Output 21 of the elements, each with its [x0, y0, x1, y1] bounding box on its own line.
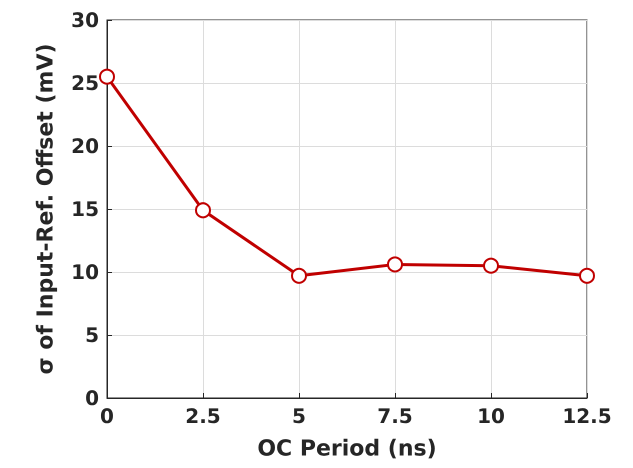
- point: [483, 258, 499, 274]
- x-tick-label: 0: [100, 404, 114, 428]
- y-tick-label: 25: [71, 71, 99, 95]
- y-tick-label: 5: [85, 323, 99, 347]
- point: [579, 268, 595, 284]
- point: [291, 268, 307, 284]
- y-tick-label: 15: [71, 197, 99, 221]
- y-axis-title: σ of Input-Ref. Offset (mV): [34, 43, 58, 375]
- y-tick-label: 30: [71, 8, 99, 32]
- y-tick-label: 0: [85, 386, 99, 410]
- x-tick-label: 10: [477, 404, 505, 428]
- y-tick-label: 20: [71, 134, 99, 158]
- x-tick-label: 2.5: [185, 404, 221, 428]
- point: [99, 68, 115, 85]
- point: [387, 256, 403, 272]
- y-tick-label: 10: [71, 260, 99, 284]
- point: [195, 202, 211, 218]
- x-tick-label: 12.5: [562, 404, 612, 428]
- x-tick-label: 7.5: [377, 404, 413, 428]
- x-tick-label: 5: [292, 404, 306, 428]
- x-axis-title: OC Period (ns): [257, 436, 437, 462]
